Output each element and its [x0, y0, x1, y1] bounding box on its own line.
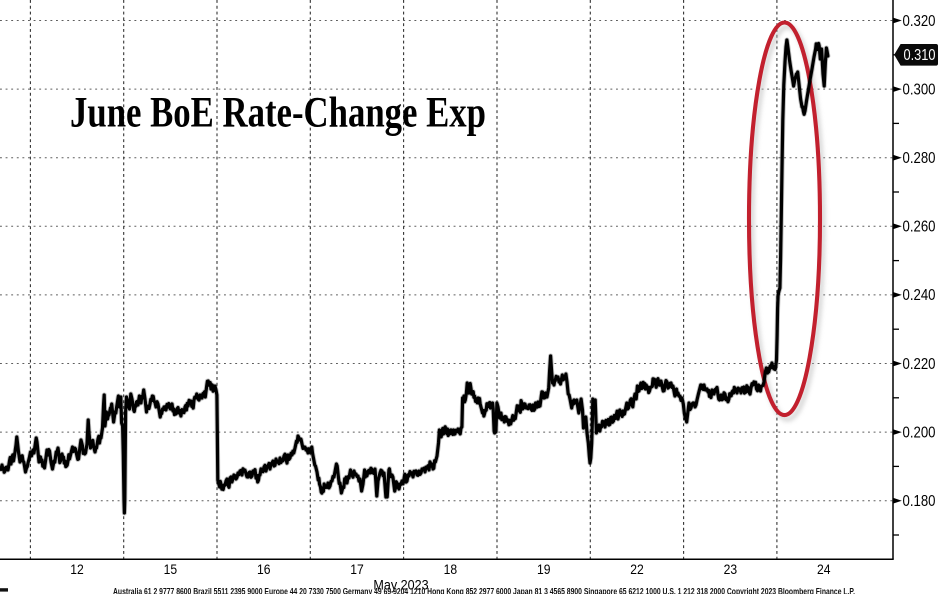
- svg-text:0.220: 0.220: [903, 356, 936, 373]
- svg-text:12: 12: [70, 562, 84, 578]
- svg-text:24: 24: [817, 562, 831, 578]
- svg-text:0.310: 0.310: [904, 47, 936, 64]
- svg-text:18: 18: [444, 562, 458, 578]
- svg-text:May 2023: May 2023: [373, 577, 428, 593]
- svg-text:0.260: 0.260: [903, 219, 936, 236]
- svg-text:0.280: 0.280: [903, 150, 936, 167]
- svg-text:0.200: 0.200: [903, 424, 936, 441]
- svg-text:22: 22: [630, 562, 644, 578]
- svg-text:23: 23: [724, 562, 738, 578]
- svg-text:15: 15: [164, 562, 178, 578]
- svg-text:16: 16: [257, 562, 271, 578]
- svg-text:Australia 61 2 9777 8600 Brazi: Australia 61 2 9777 8600 Brazil 5511 239…: [113, 587, 855, 594]
- svg-text:0.320: 0.320: [903, 13, 936, 30]
- svg-text:0.300: 0.300: [903, 81, 936, 98]
- svg-text:0.240: 0.240: [903, 287, 936, 304]
- svg-text:June BoE Rate-Change Exp: June BoE Rate-Change Exp: [70, 90, 486, 137]
- svg-text:0.180: 0.180: [903, 493, 936, 510]
- svg-text:17: 17: [350, 562, 364, 578]
- svg-text:19: 19: [537, 562, 551, 578]
